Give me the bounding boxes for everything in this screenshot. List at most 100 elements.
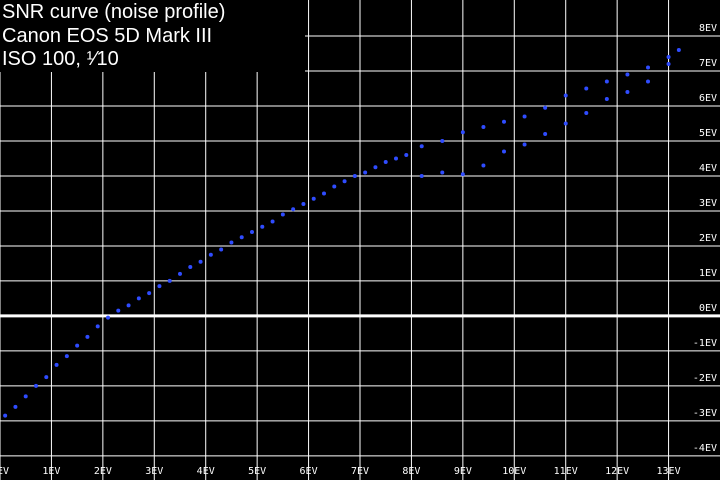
point [157, 284, 162, 289]
point [34, 383, 38, 388]
x-tick-label: 6EV [300, 466, 318, 477]
point [54, 362, 59, 367]
point [280, 212, 285, 217]
point [404, 152, 409, 157]
y-tick-label: 7EV [699, 58, 717, 69]
point [198, 259, 203, 264]
point [95, 324, 100, 329]
point [481, 124, 486, 129]
point [383, 159, 388, 164]
point [440, 170, 445, 175]
point [219, 247, 224, 252]
point [85, 334, 90, 339]
point [23, 394, 28, 399]
point [260, 224, 265, 229]
point [75, 343, 80, 348]
point [666, 62, 671, 67]
point [563, 93, 568, 98]
point [563, 121, 568, 126]
point [322, 191, 326, 196]
point [502, 149, 506, 154]
point [208, 252, 213, 257]
point [481, 163, 486, 168]
point [440, 138, 445, 143]
point [178, 271, 182, 276]
point [363, 170, 368, 175]
point [44, 375, 49, 380]
point [373, 165, 378, 170]
point [13, 404, 18, 409]
y-tick-label: -1EV [693, 338, 717, 349]
y-tick-label: 1EV [699, 268, 717, 279]
point [419, 173, 424, 178]
x-tick-label: 12EV [605, 466, 629, 477]
y-tick-label: 2EV [699, 233, 717, 244]
y-tick-label: 4EV [699, 163, 717, 174]
x-tick-label: 2EV [94, 466, 112, 477]
y-tick-label: 8EV [699, 23, 717, 34]
point [291, 207, 296, 212]
point [126, 303, 131, 308]
point [352, 173, 357, 178]
point [239, 235, 244, 240]
points [3, 48, 681, 418]
point [543, 105, 548, 110]
point [301, 201, 306, 206]
point [147, 291, 152, 296]
point [188, 264, 193, 269]
point [604, 97, 609, 102]
x-tick-label: 3EV [145, 466, 163, 477]
point [543, 131, 548, 136]
y-tick-label: -3EV [693, 408, 717, 419]
point [332, 184, 337, 189]
point [584, 111, 589, 116]
point [522, 114, 527, 119]
point [229, 240, 234, 245]
point [311, 196, 316, 201]
x-tick-label: 10EV [502, 466, 526, 477]
x-tick-label: 4EV [197, 466, 215, 477]
y-tick-label: 0EV [699, 303, 717, 314]
point [502, 119, 506, 124]
y-tick-label: 5EV [699, 128, 717, 139]
y-tick-label: 3EV [699, 198, 717, 209]
point [270, 219, 275, 224]
point [136, 296, 141, 301]
point [419, 144, 424, 149]
point [116, 308, 121, 313]
x-tick-label: 5EV [248, 466, 266, 477]
y-tick-label: 6EV [699, 93, 717, 104]
point [460, 130, 465, 135]
point [394, 156, 398, 161]
title-backdrop [0, 0, 305, 72]
point [625, 90, 630, 95]
chart-subtitle: Canon EOS 5D Mark III [2, 25, 212, 47]
point [604, 79, 609, 84]
point [676, 48, 681, 53]
point [64, 354, 69, 359]
point [460, 172, 465, 177]
x-tick-label: 11EV [554, 466, 578, 477]
x-tick-label: 7EV [351, 466, 369, 477]
point [167, 278, 172, 283]
point [646, 79, 650, 84]
point [250, 229, 254, 234]
x-tick-label: 13EV [657, 466, 681, 477]
point [625, 72, 630, 77]
point [3, 413, 8, 418]
chart-subtitle: ISO 100, ¹⁄10 [2, 48, 119, 70]
point [106, 315, 110, 320]
point [342, 179, 347, 184]
point [584, 86, 589, 91]
point [522, 142, 527, 147]
chart-title: SNR curve (noise profile) [2, 1, 225, 23]
x-tick-label: 8EV [402, 466, 420, 477]
point [646, 65, 650, 70]
y-tick-label: -4EV [693, 443, 717, 454]
y-tick-label: -2EV [693, 373, 717, 384]
point [666, 55, 671, 60]
x-tick-label: 9EV [454, 466, 472, 477]
